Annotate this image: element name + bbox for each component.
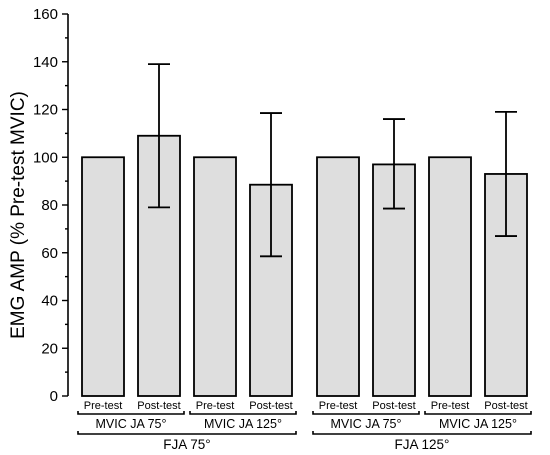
error-bars: [148, 63, 517, 258]
bar: [81, 156, 125, 397]
bar: [316, 156, 360, 397]
y-tick-label: 120: [33, 102, 58, 119]
group-bracket: [312, 411, 420, 415]
group-bracket: [189, 411, 297, 415]
bars: [81, 134, 528, 397]
group-brackets: MVIC JA 75° MVIC JA 125° MVIC JA 75° MVIC J…: [77, 411, 532, 452]
x-category-label: Pre-test: [196, 400, 235, 412]
group-bracket: [312, 431, 532, 435]
y-tick-label: 80: [41, 197, 58, 214]
y-tick-label: 100: [33, 149, 58, 166]
y-tick-label: 40: [41, 293, 58, 310]
top-group-label: FJA 125°: [395, 437, 450, 452]
x-category-label: Pre-test: [431, 400, 470, 412]
y-axis: 0 20 40 60 80 100 120 140 160: [33, 6, 69, 405]
x-category-label: Post-test: [137, 400, 180, 412]
group-label: MVIC JA 125°: [439, 417, 517, 431]
group-label: MVIC JA 75°: [96, 417, 167, 431]
group-label: MVIC JA 125°: [204, 417, 282, 431]
x-category-label: Post-test: [484, 400, 527, 412]
group-bracket: [77, 431, 297, 435]
y-tick-label: 0: [50, 388, 58, 405]
x-category-label: Pre-test: [84, 400, 123, 412]
x-category-label: Post-test: [249, 400, 292, 412]
x-category-label: Post-test: [372, 400, 415, 412]
category-labels: Pre-test Post-test Pre-test Post-test Pre-te…: [84, 400, 528, 412]
bar: [428, 156, 472, 397]
group-bracket: [77, 411, 185, 415]
top-group-label: FJA 75°: [163, 437, 210, 452]
x-category-label: Pre-test: [319, 400, 358, 412]
bar: [193, 156, 237, 397]
group-bracket: [424, 411, 532, 415]
y-tick-label: 160: [33, 6, 58, 23]
y-tick-label: 140: [33, 54, 58, 71]
y-tick-label: 20: [41, 340, 58, 357]
y-axis-label: EMG AMP (% Pre-test MVIC): [8, 91, 29, 339]
group-label: MVIC JA 75°: [331, 417, 402, 431]
y-tick-label: 60: [41, 245, 58, 262]
